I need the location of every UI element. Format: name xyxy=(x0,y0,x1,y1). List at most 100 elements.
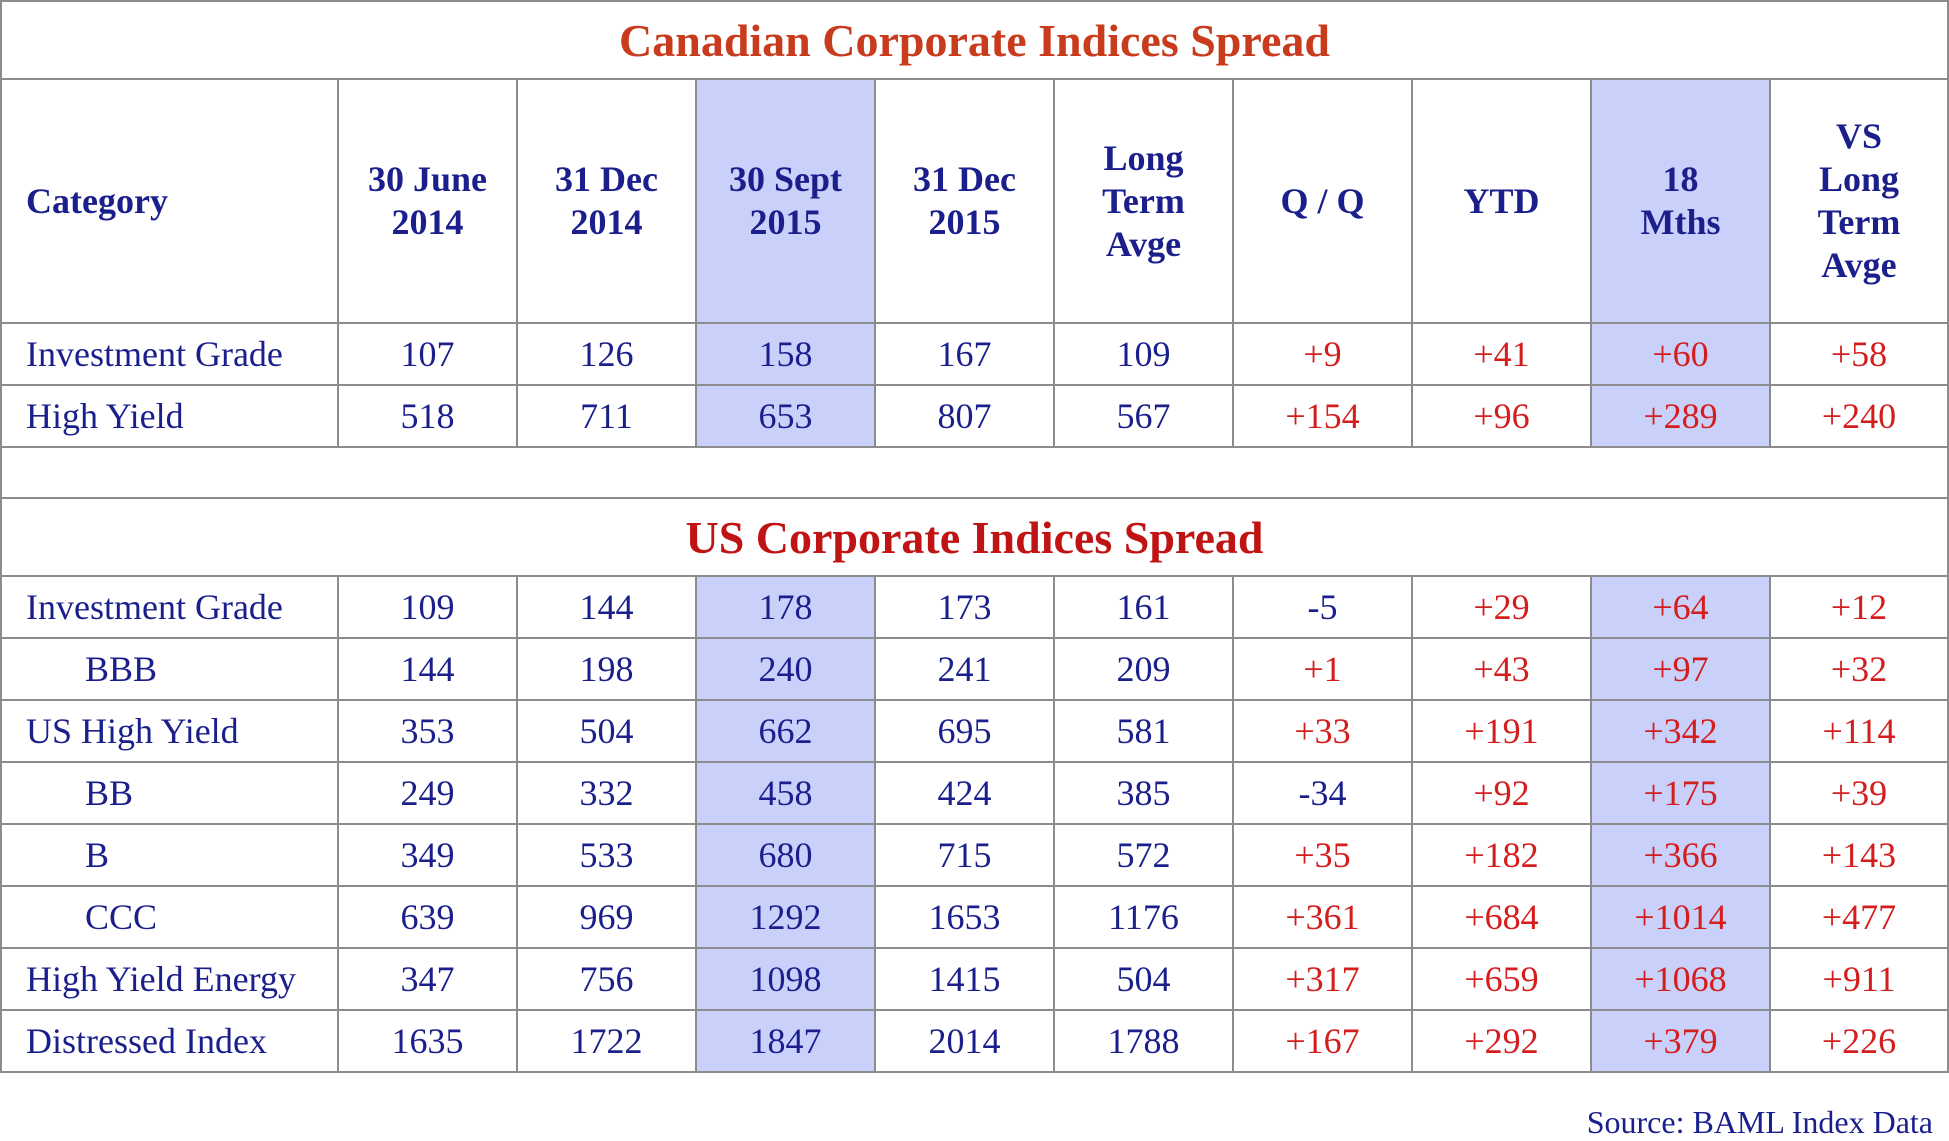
cell-us-high-yield-ytd: +191 xyxy=(1411,699,1592,763)
cell-us-high-yield-q-q: +33 xyxy=(1232,699,1413,763)
table-row: Distressed Index 1635 1722 1847 2014 1788 +167… xyxy=(0,1009,1949,1073)
cell-us-high-yield-vs-long-term-avge: +114 xyxy=(1769,699,1949,763)
cell-distressed-index-30-sept-2015: 1847 xyxy=(695,1009,876,1073)
cell-investment-grade-18-mths: +64 xyxy=(1590,575,1771,639)
cell-high-yield-30-sept-2015: 653 xyxy=(695,384,876,448)
table-row: High Yield 518 711 653 807 567 +154 +96 +289 +240 xyxy=(0,384,1949,448)
cell-distressed-index-30-june-2014: 1635 xyxy=(337,1009,518,1073)
table-row: High Yield Energy 347 756 1098 1415 504 +317 +6… xyxy=(0,947,1949,1011)
corporate-indices-spread-table: Canadian Corporate Indices Spread Categor… xyxy=(0,0,1949,1073)
section-title-row: Canadian Corporate Indices Spread xyxy=(0,0,1949,80)
cell-investment-grade-30-sept-2015: 158 xyxy=(695,322,876,386)
column-header-label: 31 Dec 2014 xyxy=(555,159,658,242)
cell-us-high-yield-30-june-2014: 353 xyxy=(337,699,518,763)
cell-distressed-index-long-term-avge: 1788 xyxy=(1053,1009,1234,1073)
row-label-high-yield: High Yield xyxy=(0,384,339,448)
cell-distressed-index-ytd: +292 xyxy=(1411,1009,1592,1073)
cell-b-q-q: +35 xyxy=(1232,823,1413,887)
cell-ccc-vs-long-term-avge: +477 xyxy=(1769,885,1949,949)
cell-bb-31-dec-2014: 332 xyxy=(516,761,697,825)
column-header-label: 30 June 2014 xyxy=(367,159,488,242)
cell-high-yield-energy-30-june-2014: 347 xyxy=(337,947,518,1011)
column-header-label: YTD xyxy=(1463,180,1540,221)
cell-high-yield-31-dec-2015: 807 xyxy=(874,384,1055,448)
column-header-ytd: YTD xyxy=(1411,78,1592,324)
spread-table-container: Canadian Corporate Indices Spread Categor… xyxy=(0,0,1949,1073)
cell-high-yield-energy-31-dec-2014: 756 xyxy=(516,947,697,1011)
cell-high-yield-q-q: +154 xyxy=(1232,384,1413,448)
cell-high-yield-energy-18-mths: +1068 xyxy=(1590,947,1771,1011)
cell-bbb-30-sept-2015: 240 xyxy=(695,637,876,701)
table-row: BBB 144 198 240 241 209 +1 +43 +97 +32 xyxy=(0,637,1949,701)
cell-high-yield-vs-long-term-avge: +240 xyxy=(1769,384,1949,448)
cell-bb-vs-long-term-avge: +39 xyxy=(1769,761,1949,825)
row-label-ccc: CCC xyxy=(0,885,339,949)
cell-high-yield-energy-ytd: +659 xyxy=(1411,947,1592,1011)
cell-investment-grade-31-dec-2015: 173 xyxy=(874,575,1055,639)
cell-distressed-index-18-mths: +379 xyxy=(1590,1009,1771,1073)
cell-high-yield-long-term-avge: 567 xyxy=(1053,384,1234,448)
row-label-bb: BB xyxy=(0,761,339,825)
row-label-us-high-yield: US High Yield xyxy=(0,699,339,763)
column-header-30-june-2014: 30 June 2014 xyxy=(337,78,518,324)
cell-b-vs-long-term-avge: +143 xyxy=(1769,823,1949,887)
cell-distressed-index-31-dec-2014: 1722 xyxy=(516,1009,697,1073)
cell-bbb-18-mths: +97 xyxy=(1590,637,1771,701)
cell-ccc-30-june-2014: 639 xyxy=(337,885,518,949)
table-row: Investment Grade 107 126 158 167 109 +9 +41 +60 +… xyxy=(0,322,1949,386)
cell-bb-ytd: +92 xyxy=(1411,761,1592,825)
cell-distressed-index-31-dec-2015: 2014 xyxy=(874,1009,1055,1073)
cell-high-yield-18-mths: +289 xyxy=(1590,384,1771,448)
cell-us-high-yield-31-dec-2015: 695 xyxy=(874,699,1055,763)
cell-investment-grade-q-q: +9 xyxy=(1232,322,1413,386)
row-label-distressed-index: Distressed Index xyxy=(0,1009,339,1073)
section-title-canadian-corporate-indices-spread: Canadian Corporate Indices Spread xyxy=(0,0,1949,80)
row-label-b: B xyxy=(0,823,339,887)
row-label-investment-grade: Investment Grade xyxy=(0,575,339,639)
column-header-row: Category 30 June 2014 31 Dec 2014 30 Sept 2… xyxy=(0,78,1949,324)
spacer-cell xyxy=(0,446,1949,499)
cell-bb-long-term-avge: 385 xyxy=(1053,761,1234,825)
column-header-label: 18 Mths xyxy=(1640,159,1721,242)
cell-b-30-june-2014: 349 xyxy=(337,823,518,887)
column-header-label: Long Term Avge xyxy=(1102,137,1185,264)
row-label-bbb: BBB xyxy=(0,637,339,701)
row-label-high-yield-energy: High Yield Energy xyxy=(0,947,339,1011)
cell-high-yield-31-dec-2014: 711 xyxy=(516,384,697,448)
table-row: CCC 639 969 1292 1653 1176 +361 +684 +1014 +477 xyxy=(0,885,1949,949)
cell-high-yield-energy-q-q: +317 xyxy=(1232,947,1413,1011)
cell-high-yield-energy-31-dec-2015: 1415 xyxy=(874,947,1055,1011)
row-label-investment-grade: Investment Grade xyxy=(0,322,339,386)
cell-investment-grade-31-dec-2014: 144 xyxy=(516,575,697,639)
cell-bbb-vs-long-term-avge: +32 xyxy=(1769,637,1949,701)
cell-bb-31-dec-2015: 424 xyxy=(874,761,1055,825)
column-header-long-term-avge: Long Term Avge xyxy=(1053,78,1234,324)
cell-bbb-31-dec-2014: 198 xyxy=(516,637,697,701)
column-header-30-sept-2015: 30 Sept 2015 xyxy=(695,78,876,324)
cell-bbb-long-term-avge: 209 xyxy=(1053,637,1234,701)
column-header-label: Category xyxy=(26,180,168,221)
cell-bb-30-sept-2015: 458 xyxy=(695,761,876,825)
cell-b-31-dec-2014: 533 xyxy=(516,823,697,887)
cell-us-high-yield-18-mths: +342 xyxy=(1590,699,1771,763)
cell-high-yield-30-june-2014: 518 xyxy=(337,384,518,448)
cell-ccc-31-dec-2015: 1653 xyxy=(874,885,1055,949)
cell-ccc-ytd: +684 xyxy=(1411,885,1592,949)
cell-ccc-30-sept-2015: 1292 xyxy=(695,885,876,949)
cell-investment-grade-30-june-2014: 107 xyxy=(337,322,518,386)
cell-ccc-31-dec-2014: 969 xyxy=(516,885,697,949)
table-row: Investment Grade 109 144 178 173 161 -5 +29 +64 +… xyxy=(0,575,1949,639)
cell-distressed-index-q-q: +167 xyxy=(1232,1009,1413,1073)
table-row: BB 249 332 458 424 385 -34 +92 +175 +39 xyxy=(0,761,1949,825)
cell-b-long-term-avge: 572 xyxy=(1053,823,1234,887)
cell-investment-grade-ytd: +29 xyxy=(1411,575,1592,639)
column-header-31-dec-2015: 31 Dec 2015 xyxy=(874,78,1055,324)
cell-high-yield-energy-vs-long-term-avge: +911 xyxy=(1769,947,1949,1011)
column-header-label: 31 Dec 2015 xyxy=(913,159,1016,242)
cell-b-30-sept-2015: 680 xyxy=(695,823,876,887)
column-header-label: 30 Sept 2015 xyxy=(728,159,842,242)
cell-investment-grade-long-term-avge: 109 xyxy=(1053,322,1234,386)
cell-investment-grade-31-dec-2014: 126 xyxy=(516,322,697,386)
cell-ccc-long-term-avge: 1176 xyxy=(1053,885,1234,949)
cell-investment-grade-31-dec-2015: 167 xyxy=(874,322,1055,386)
